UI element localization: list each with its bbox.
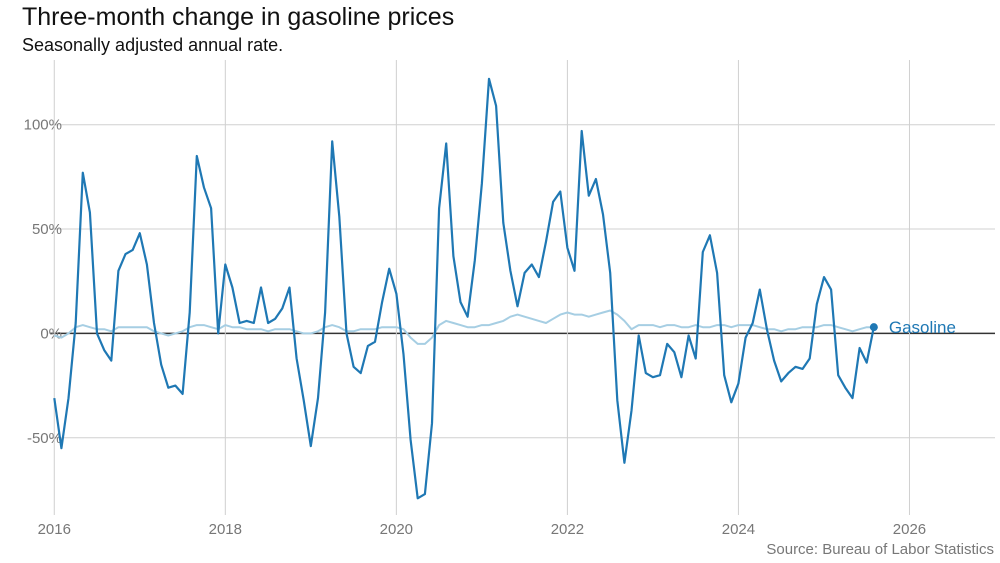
gasoline-series-line (53, 77, 875, 500)
chart-title: Three-month change in gasoline prices (22, 3, 455, 31)
chart-subtitle: Seasonally adjusted annual rate. (22, 35, 284, 55)
gasoline-series-label: Gasoline (889, 318, 956, 337)
source-note: Source: Bureau of Labor Statistics (766, 541, 994, 558)
all-items-series-line (54, 309, 874, 345)
x-tick-label: 2022 (551, 521, 584, 538)
gasoline-end-point (869, 323, 878, 332)
x-tick-label: 2016 (38, 521, 71, 538)
x-tick-label: 2018 (209, 521, 242, 538)
y-tick-label: 100% (24, 117, 62, 134)
x-tick-label: 2020 (380, 521, 413, 538)
y-tick-label: 0% (40, 325, 62, 342)
y-tick-label: -50% (27, 430, 62, 447)
x-tick-label: 2026 (893, 521, 926, 538)
x-tick-label: 2024 (722, 521, 755, 538)
y-tick-label: 50% (32, 221, 62, 238)
